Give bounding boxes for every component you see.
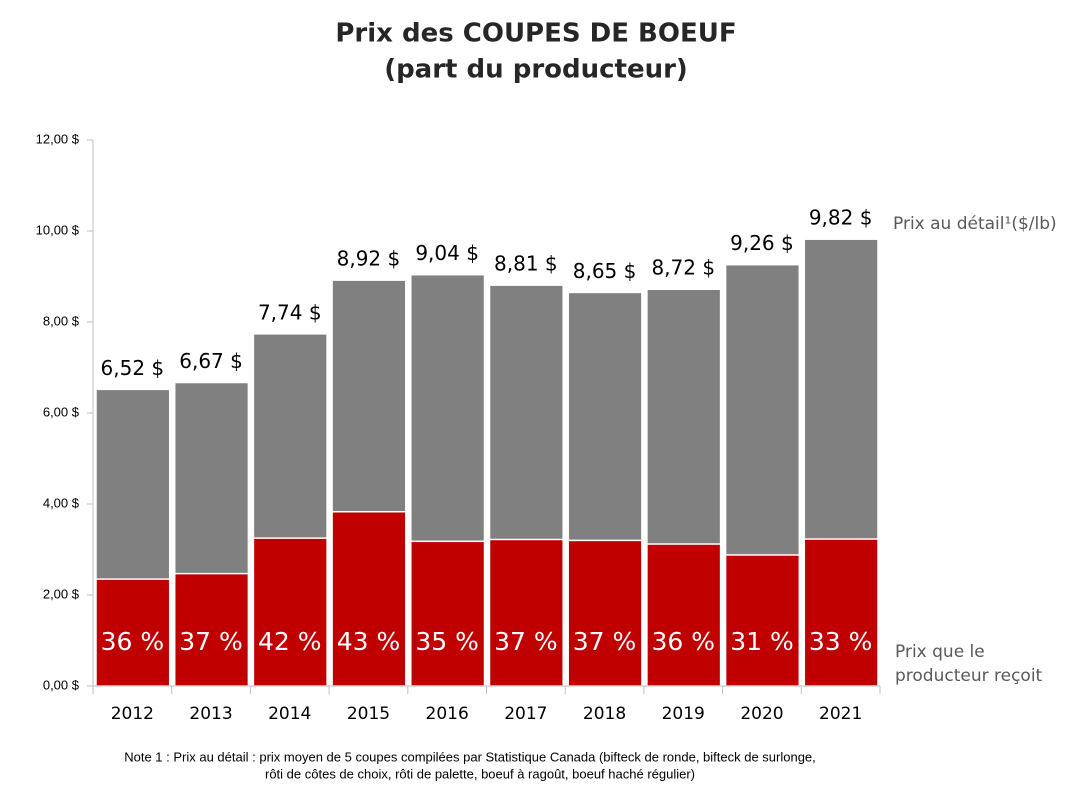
x-tick-label: 2014 (268, 704, 311, 724)
note: rôti de côtes de choix, rôti de palette,… (265, 766, 695, 781)
x-tick-label: 2012 (111, 704, 154, 724)
x-tick-label: 2015 (347, 704, 390, 724)
x-tick-label: 2016 (426, 704, 469, 724)
value-label: 36 % (101, 627, 165, 656)
y-tick-label: 4,00 $ (43, 495, 80, 510)
x-tick-label: 2017 (504, 704, 547, 724)
legend-producer: Prix que le producteur reçoit (895, 642, 1043, 686)
y-tick-label: 10,00 $ (36, 222, 80, 237)
chart-title: Prix des COUPES DE BOEUF (335, 19, 736, 49)
value-label: 8,81 $ (494, 252, 558, 276)
bar (646, 543, 722, 687)
value-label: 42 % (258, 627, 322, 656)
bar (488, 538, 564, 687)
x-tick-label: 2013 (189, 704, 232, 724)
bar (410, 540, 486, 687)
bar (252, 537, 328, 687)
y-tick-label: 2,00 $ (43, 586, 80, 601)
value-label: 6,67 $ (179, 349, 243, 373)
value-label: 35 % (415, 627, 479, 656)
note: Note 1 : Prix au détail : prix moyen de … (124, 749, 816, 764)
bar (331, 510, 407, 687)
chart-subtitle: (part du producteur) (384, 55, 688, 85)
x-tick-label: 2019 (662, 704, 705, 724)
x-tick-label: 2018 (583, 704, 626, 724)
value-label: 37 % (494, 627, 558, 656)
y-tick-label: 8,00 $ (43, 313, 80, 328)
value-label: 37 % (573, 627, 637, 656)
value-label: 43 % (337, 627, 401, 656)
value-label: 9,82 $ (809, 206, 873, 230)
bar (173, 572, 250, 687)
x-tick-label: 2021 (819, 704, 862, 724)
value-label: 9,26 $ (730, 231, 794, 255)
x-tick-label: 2020 (740, 704, 783, 724)
bar (803, 538, 879, 687)
value-label: 37 % (179, 627, 243, 656)
value-label: 8,72 $ (651, 256, 715, 280)
value-label: 6,52 $ (101, 356, 165, 380)
bar (567, 539, 643, 687)
value-label: 8,92 $ (337, 247, 401, 271)
y-tick-label: 12,00 $ (36, 131, 80, 146)
legend-retail: Prix au détail¹($/lb) (893, 214, 1057, 234)
value-label: 7,74 $ (258, 300, 322, 324)
bar (724, 554, 801, 687)
value-label: 33 % (809, 627, 873, 656)
value-label: 9,04 $ (415, 241, 479, 265)
value-label: 36 % (651, 627, 715, 656)
value-label: 31 % (730, 627, 794, 656)
y-tick-label: 6,00 $ (43, 404, 80, 419)
y-tick-label: 0,00 $ (43, 677, 80, 692)
value-label: 8,65 $ (573, 259, 637, 283)
